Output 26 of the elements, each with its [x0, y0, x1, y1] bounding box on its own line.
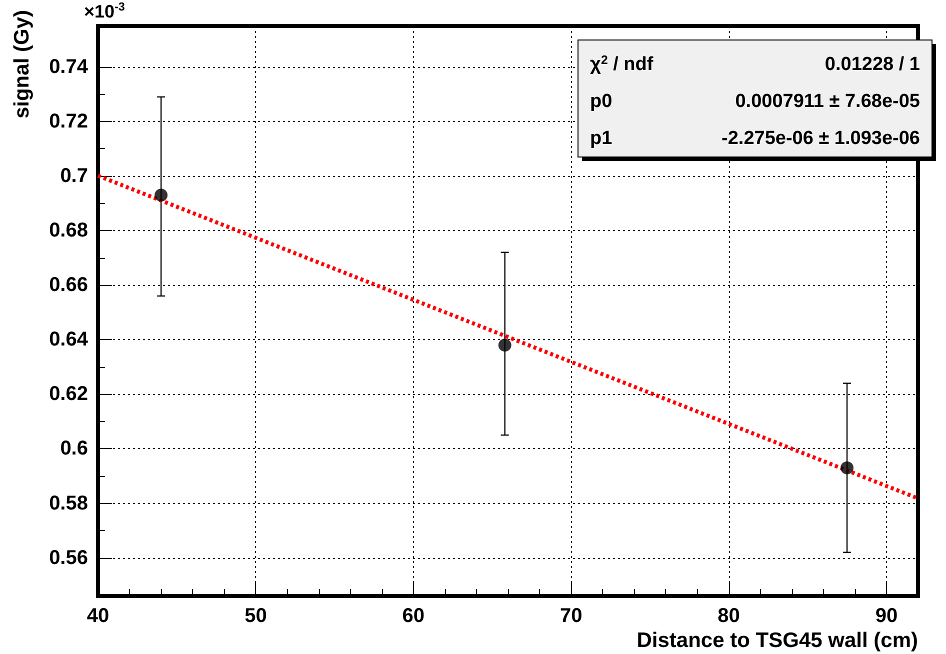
annotation: p0	[590, 91, 612, 112]
y-tick-label: 0.72	[49, 110, 88, 132]
x-tick-label: 50	[244, 605, 267, 627]
annotation: 0.0007911 ± 7.68e-05	[735, 91, 920, 112]
y-tick-label: 0.74	[49, 56, 89, 78]
y-tick-label: 0.62	[49, 383, 88, 406]
y-tick-label: 0.68	[49, 220, 88, 242]
x-tick-label: 70	[560, 605, 582, 627]
point	[154, 188, 168, 202]
y-tick-label: 0.7	[60, 165, 88, 187]
annotation: 0.01228 / 1	[824, 54, 920, 75]
annotation: -2.275e-06 ± 1.093e-06	[722, 128, 920, 149]
x-tick-label: 80	[718, 605, 740, 627]
x-axis-title: Distance to TSG45 wall (cm)	[636, 629, 918, 652]
y-tick-label: 0.66	[49, 274, 88, 296]
x-tick-label: 90	[875, 605, 898, 627]
y-tick-label: 0.6	[60, 438, 88, 460]
point	[498, 338, 512, 352]
y-tick-label: 0.56	[49, 546, 88, 569]
x-tick-label: 40	[86, 605, 110, 627]
y-axis-title: signal (Gy)	[10, 10, 34, 119]
y-tick-label: 0.58	[49, 492, 88, 514]
x-tick-label: 60	[402, 605, 425, 627]
y-tick-label: 0.64	[49, 328, 89, 351]
point	[840, 461, 854, 474]
annotation: p1	[590, 128, 613, 149]
